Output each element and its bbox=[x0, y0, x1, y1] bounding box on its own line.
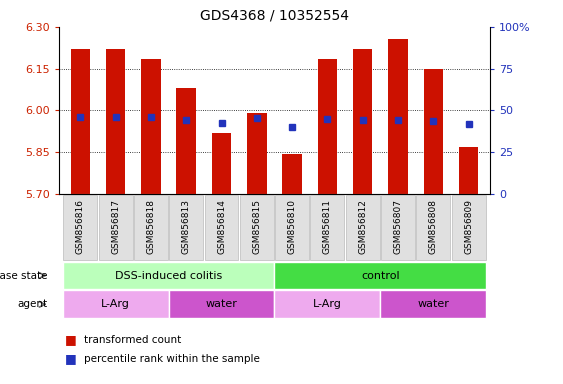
FancyBboxPatch shape bbox=[381, 291, 486, 318]
Bar bbox=[283, 154, 302, 194]
FancyBboxPatch shape bbox=[62, 291, 168, 318]
Bar bbox=[70, 49, 90, 194]
Text: GSM856817: GSM856817 bbox=[111, 199, 120, 254]
Text: GSM856810: GSM856810 bbox=[288, 199, 297, 254]
FancyBboxPatch shape bbox=[275, 262, 486, 290]
FancyBboxPatch shape bbox=[275, 291, 381, 318]
Text: L-Arg: L-Arg bbox=[313, 299, 342, 310]
Text: GSM856813: GSM856813 bbox=[182, 199, 191, 254]
FancyBboxPatch shape bbox=[381, 195, 415, 260]
Text: disease state: disease state bbox=[0, 270, 48, 281]
Text: percentile rank within the sample: percentile rank within the sample bbox=[84, 354, 260, 364]
FancyBboxPatch shape bbox=[310, 195, 345, 260]
FancyBboxPatch shape bbox=[240, 195, 274, 260]
FancyBboxPatch shape bbox=[275, 195, 309, 260]
Text: transformed count: transformed count bbox=[84, 335, 182, 345]
Bar bbox=[176, 88, 196, 194]
FancyBboxPatch shape bbox=[417, 195, 450, 260]
FancyBboxPatch shape bbox=[169, 195, 203, 260]
FancyBboxPatch shape bbox=[452, 195, 485, 260]
Bar bbox=[247, 113, 266, 194]
Title: GDS4368 / 10352554: GDS4368 / 10352554 bbox=[200, 9, 349, 23]
Bar bbox=[459, 147, 479, 194]
Text: ■: ■ bbox=[65, 333, 77, 346]
Text: GSM856816: GSM856816 bbox=[76, 199, 85, 254]
Bar bbox=[212, 132, 231, 194]
Bar bbox=[106, 49, 126, 194]
Bar bbox=[353, 49, 373, 194]
Text: GSM856808: GSM856808 bbox=[429, 199, 438, 254]
FancyBboxPatch shape bbox=[64, 195, 97, 260]
Text: GSM856815: GSM856815 bbox=[252, 199, 261, 254]
Text: agent: agent bbox=[17, 299, 48, 310]
Text: water: water bbox=[417, 299, 449, 310]
FancyBboxPatch shape bbox=[346, 195, 379, 260]
Text: GSM856807: GSM856807 bbox=[394, 199, 403, 254]
Text: ■: ■ bbox=[65, 353, 77, 366]
Text: L-Arg: L-Arg bbox=[101, 299, 130, 310]
Bar bbox=[423, 69, 443, 194]
Bar bbox=[388, 40, 408, 194]
FancyBboxPatch shape bbox=[168, 291, 275, 318]
FancyBboxPatch shape bbox=[99, 195, 132, 260]
Text: DSS-induced colitis: DSS-induced colitis bbox=[115, 270, 222, 281]
Text: GSM856811: GSM856811 bbox=[323, 199, 332, 254]
Bar bbox=[141, 59, 160, 194]
Bar bbox=[318, 59, 337, 194]
Text: GSM856818: GSM856818 bbox=[146, 199, 155, 254]
Text: GSM856812: GSM856812 bbox=[358, 199, 367, 254]
Text: water: water bbox=[205, 299, 238, 310]
Text: GSM856809: GSM856809 bbox=[464, 199, 473, 254]
Text: GSM856814: GSM856814 bbox=[217, 199, 226, 254]
FancyBboxPatch shape bbox=[204, 195, 239, 260]
FancyBboxPatch shape bbox=[62, 262, 275, 290]
FancyBboxPatch shape bbox=[134, 195, 168, 260]
Text: control: control bbox=[361, 270, 400, 281]
